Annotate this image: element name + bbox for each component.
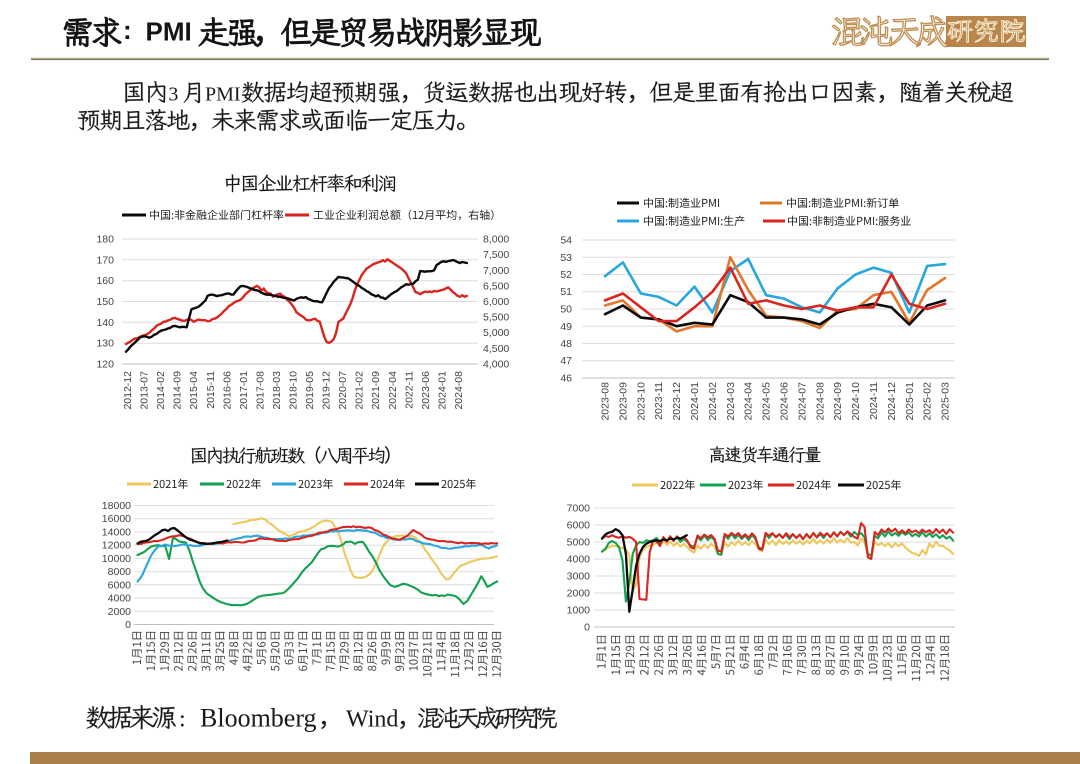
svg-text:2015-11: 2015-11: [205, 371, 217, 409]
svg-text:8000: 8000: [108, 566, 132, 578]
svg-text:2024-10: 2024-10: [850, 382, 862, 421]
svg-text:52: 52: [560, 269, 572, 281]
svg-text:7000: 7000: [567, 503, 591, 515]
svg-text:2019-12: 2019-12: [321, 371, 333, 410]
svg-text:3: 3: [168, 84, 178, 106]
svg-text:2024-01: 2024-01: [436, 371, 448, 410]
svg-text:5000: 5000: [567, 537, 591, 549]
svg-text:2018-10: 2018-10: [288, 371, 300, 410]
svg-text:2016-06: 2016-06: [221, 371, 233, 410]
svg-text:2019-05: 2019-05: [304, 371, 316, 410]
svg-text:2024-04: 2024-04: [743, 382, 755, 421]
svg-text::: :: [179, 707, 186, 733]
svg-text:2022-04: 2022-04: [387, 371, 399, 410]
svg-text:48: 48: [560, 338, 572, 350]
svg-text:49: 49: [560, 321, 572, 333]
svg-text:2023-09: 2023-09: [617, 382, 629, 421]
svg-text:16000: 16000: [102, 513, 131, 525]
svg-text:170: 170: [96, 254, 114, 266]
svg-text:7,000: 7,000: [483, 265, 509, 277]
svg-text:2000: 2000: [108, 606, 132, 618]
svg-text:6,500: 6,500: [483, 280, 509, 292]
svg-text:2024-01: 2024-01: [689, 382, 701, 421]
svg-text:2017-08: 2017-08: [254, 371, 266, 410]
svg-text:2020-07: 2020-07: [337, 371, 349, 410]
svg-text:51: 51: [560, 286, 572, 298]
svg-text:2023-12: 2023-12: [671, 382, 683, 421]
svg-text:2014-02: 2014-02: [155, 371, 167, 410]
svg-text:180: 180: [96, 234, 114, 246]
svg-text:2024-03: 2024-03: [725, 382, 737, 421]
svg-text:2023-06: 2023-06: [420, 371, 432, 410]
svg-text:150: 150: [96, 296, 114, 308]
svg-text:160: 160: [96, 275, 114, 287]
svg-text:54: 54: [560, 235, 572, 247]
svg-text:2024-09: 2024-09: [832, 382, 844, 421]
svg-text:2024-02: 2024-02: [707, 382, 719, 421]
svg-text:1000: 1000: [567, 605, 591, 617]
svg-text:53: 53: [560, 252, 572, 264]
svg-text::: :: [123, 15, 132, 45]
svg-text:130: 130: [96, 338, 114, 350]
svg-text:14000: 14000: [102, 526, 131, 538]
svg-text:2024-05: 2024-05: [761, 382, 773, 421]
svg-text:46: 46: [560, 373, 572, 385]
svg-text:2021-09: 2021-09: [370, 371, 382, 410]
svg-text:PMI: PMI: [146, 17, 192, 47]
svg-text:2024-08: 2024-08: [814, 382, 826, 421]
svg-text:2025-03: 2025-03: [940, 382, 952, 421]
svg-text:2025-01: 2025-01: [904, 382, 916, 421]
svg-text:5,000: 5,000: [483, 327, 509, 339]
svg-text:12000: 12000: [102, 540, 131, 552]
svg-text:2021-02: 2021-02: [354, 371, 366, 410]
svg-text:6000: 6000: [567, 520, 591, 532]
svg-text:7,500: 7,500: [483, 249, 509, 261]
svg-text:2025-02: 2025-02: [922, 382, 934, 421]
svg-text:2017-01: 2017-01: [238, 371, 250, 410]
svg-text:2023-11: 2023-11: [653, 382, 665, 420]
svg-text:8,000: 8,000: [483, 234, 509, 246]
svg-text:6000: 6000: [108, 579, 132, 591]
svg-text:47: 47: [560, 355, 572, 367]
svg-text:2012-12: 2012-12: [122, 371, 134, 410]
svg-text:120: 120: [96, 359, 114, 371]
svg-text:2013-07: 2013-07: [139, 371, 151, 410]
svg-text:2024-12: 2024-12: [886, 382, 898, 421]
svg-text:2024-08: 2024-08: [453, 371, 465, 410]
svg-text:PMI: PMI: [205, 84, 241, 106]
svg-text:4000: 4000: [567, 554, 591, 566]
svg-text:0: 0: [125, 619, 131, 631]
svg-text:3000: 3000: [567, 571, 591, 583]
svg-text:140: 140: [96, 317, 114, 329]
svg-text:2023-10: 2023-10: [635, 382, 647, 421]
svg-text:2000: 2000: [567, 588, 591, 600]
svg-text:2023-08: 2023-08: [600, 382, 612, 421]
svg-text:2022-11: 2022-11: [403, 371, 415, 409]
svg-text:2018-03: 2018-03: [271, 371, 283, 410]
svg-text:10000: 10000: [102, 553, 131, 565]
svg-text:2024-07: 2024-07: [796, 382, 808, 421]
svg-text:2024-11: 2024-11: [868, 382, 880, 420]
svg-text:5,500: 5,500: [483, 312, 509, 324]
svg-text:4,000: 4,000: [483, 359, 509, 371]
svg-text:18000: 18000: [102, 500, 131, 512]
svg-text:0: 0: [584, 622, 590, 634]
svg-text:6,000: 6,000: [483, 296, 509, 308]
svg-text:2014-09: 2014-09: [172, 371, 184, 410]
svg-text:Bloomberg: Bloomberg: [200, 704, 317, 733]
svg-text:2024-06: 2024-06: [779, 382, 791, 421]
svg-text:4000: 4000: [108, 593, 132, 605]
svg-text:50: 50: [560, 304, 572, 316]
svg-text:Wind: Wind: [346, 707, 398, 733]
svg-text:4,500: 4,500: [483, 343, 509, 355]
svg-text:2015-04: 2015-04: [188, 371, 200, 410]
